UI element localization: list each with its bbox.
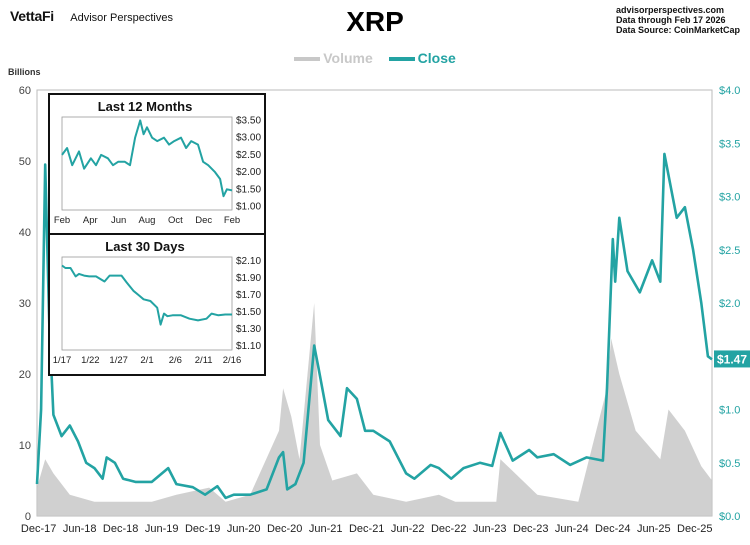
inset-x-tick-last-30-days: 2/6 xyxy=(169,355,182,366)
inset-y-tick-last-12-months: $3.00 xyxy=(236,133,261,144)
inset-y-tick-last-12-months: $1.50 xyxy=(236,184,261,195)
x-tick-label: Jun-23 xyxy=(473,523,507,535)
vettafi-logo: VettaFi xyxy=(10,8,54,24)
source-line: advisorperspectives.com xyxy=(615,5,725,15)
inset-y-tick-last-12-months: $2.50 xyxy=(236,150,261,161)
inset-y-tick-last-30-days: $1.30 xyxy=(236,324,261,335)
source-line: Data through Feb 17 2026 xyxy=(615,15,726,25)
inset-title-last-30-days: Last 30 Days xyxy=(105,239,185,254)
legend-item-volume: Volume xyxy=(294,50,373,66)
inset-x-tick-last-30-days: 1/27 xyxy=(109,355,128,366)
right-tick-label: $2.0 xyxy=(719,298,740,310)
left-tick-label: 10 xyxy=(19,440,31,452)
x-tick-label: Dec-20 xyxy=(267,523,302,535)
right-tick-label: $2.5 xyxy=(719,245,740,257)
inset-box-last-30-days xyxy=(48,233,266,376)
inset-x-tick-last-12-months: Aug xyxy=(139,215,156,226)
left-axis-label: Billions xyxy=(8,67,41,77)
x-tick-label: Dec-18 xyxy=(103,523,138,535)
inset-x-tick-last-12-months: Feb xyxy=(54,215,70,226)
inset-x-tick-last-12-months: Apr xyxy=(83,215,98,226)
inset-y-tick-last-30-days: $1.90 xyxy=(236,273,261,284)
last-value-badge xyxy=(714,350,750,368)
inset-title-last-12-months: Last 12 Months xyxy=(98,99,193,114)
x-tick-label: Jun-21 xyxy=(309,523,343,535)
inset-box-last-12-months xyxy=(48,93,266,235)
inset-y-tick-last-12-months: $1.00 xyxy=(236,202,261,213)
left-tick-label: 30 xyxy=(19,298,31,310)
x-tick-label: Dec-17 xyxy=(21,523,56,535)
right-tick-label: $0.0 xyxy=(719,511,740,523)
right-tick-label: $4.0 xyxy=(719,85,740,97)
left-tick-label: 60 xyxy=(19,85,31,97)
x-tick-label: Dec-19 xyxy=(185,523,220,535)
legend-label-close: Close xyxy=(417,50,456,66)
source-line: Data Source: CoinMarketCap xyxy=(615,25,740,35)
inset-x-tick-last-12-months: Dec xyxy=(195,215,212,226)
inset-x-tick-last-30-days: 2/11 xyxy=(195,355,213,366)
inset-y-tick-last-12-months: $2.00 xyxy=(236,167,261,178)
right-tick-label: $1.0 xyxy=(719,405,740,417)
inset-line-last-12-months xyxy=(61,119,233,198)
x-tick-label: Dec-24 xyxy=(595,523,630,535)
x-tick-label: Jun-24 xyxy=(555,523,589,535)
left-tick-label: 20 xyxy=(19,369,31,381)
legend-swatch-close xyxy=(388,57,415,62)
left-tick-label: 40 xyxy=(19,227,31,239)
inset-x-tick-last-12-months: Feb xyxy=(224,215,240,226)
x-tick-label: Jun-20 xyxy=(227,523,261,535)
inset-y-tick-last-12-months: $3.50 xyxy=(236,115,261,126)
inset-x-tick-last-30-days: 2/16 xyxy=(223,355,242,366)
x-tick-label: Jun-25 xyxy=(637,523,671,535)
legend: Volume Close xyxy=(0,50,750,66)
left-tick-label: 50 xyxy=(19,156,31,168)
inset-x-tick-last-12-months: Oct xyxy=(168,215,183,226)
left-tick-label: 0 xyxy=(25,511,31,523)
series-volume-area xyxy=(37,303,712,516)
inset-y-tick-last-30-days: $1.70 xyxy=(236,290,261,301)
legend-item-close: Close xyxy=(388,50,456,66)
x-tick-label: Jun-22 xyxy=(391,523,425,535)
chart-title: XRP xyxy=(346,6,404,37)
legend-swatch-volume xyxy=(294,57,321,62)
brand-tagline: Advisor Perspectives xyxy=(70,12,173,24)
x-tick-label: Dec-23 xyxy=(513,523,548,535)
last-value-label: $1.47 xyxy=(717,352,747,366)
x-tick-label: Jun-19 xyxy=(145,523,179,535)
right-tick-label: $3.5 xyxy=(719,138,740,150)
right-tick-label: $3.0 xyxy=(719,192,740,204)
brand-block: VettaFi Advisor Perspectives xyxy=(10,8,173,26)
legend-label-volume: Volume xyxy=(323,50,373,66)
inset-x-tick-last-30-days: 1/22 xyxy=(81,355,100,366)
inset-x-tick-last-30-days: 2/1 xyxy=(140,355,153,366)
inset-y-tick-last-30-days: $2.10 xyxy=(236,256,261,267)
inset-y-tick-last-30-days: $1.10 xyxy=(236,341,261,352)
source-block: advisorperspectives.com Data through Feb… xyxy=(616,5,740,35)
right-tick-label: $0.5 xyxy=(719,458,740,470)
inset-x-tick-last-12-months: Jun xyxy=(111,215,126,226)
series-close-line xyxy=(35,152,713,500)
inset-x-tick-last-30-days: 1/17 xyxy=(53,355,72,366)
x-tick-label: Jun-18 xyxy=(63,523,97,535)
x-tick-label: Dec-22 xyxy=(431,523,466,535)
x-tick-label: Dec-21 xyxy=(349,523,384,535)
x-tick-label: Dec-25 xyxy=(677,523,712,535)
inset-y-tick-last-30-days: $1.50 xyxy=(236,307,261,318)
inset-frame-last-30-days xyxy=(61,256,233,351)
inset-frame-last-12-months xyxy=(61,116,233,211)
inset-line-last-30-days xyxy=(61,264,232,326)
